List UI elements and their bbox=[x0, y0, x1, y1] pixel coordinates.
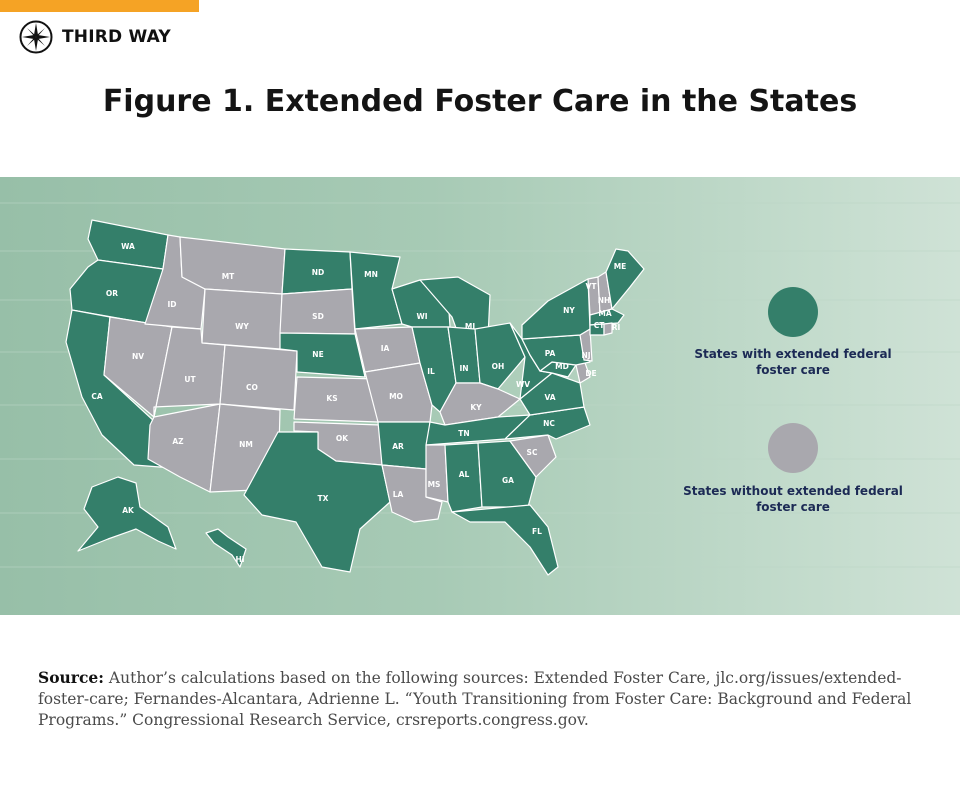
accent-bar bbox=[0, 0, 199, 12]
state-hi bbox=[205, 528, 247, 568]
state-label-sc: SC bbox=[527, 448, 538, 457]
state-label-id: ID bbox=[167, 300, 176, 309]
state-co bbox=[219, 344, 298, 411]
state-label-ms: MS bbox=[428, 480, 441, 489]
state-label-vt: VT bbox=[586, 282, 598, 291]
state-label-la: LA bbox=[393, 490, 404, 499]
state-label-de: DE bbox=[585, 369, 596, 378]
source-note: Source: Author’s calculations based on t… bbox=[38, 667, 928, 731]
source-label: Source: bbox=[38, 668, 104, 687]
state-sc bbox=[509, 434, 557, 478]
state-label-nd: ND bbox=[312, 268, 325, 277]
state-label-wy: WY bbox=[235, 322, 249, 331]
state-label-wv: WV bbox=[516, 380, 530, 389]
state-label-ks: KS bbox=[326, 394, 337, 403]
us-map: WA OR CA NV ID MT WY UT CO AZ NM ND SD NE KS OK TX MN IA MO… bbox=[0, 202, 960, 576]
state-label-ne: NE bbox=[312, 350, 323, 359]
state-label-il: IL bbox=[427, 367, 435, 376]
state-label-tn: TN bbox=[458, 429, 469, 438]
state-ar bbox=[377, 421, 431, 470]
state-label-co: CO bbox=[246, 383, 258, 392]
state-label-ak: AK bbox=[122, 506, 135, 515]
state-label-va: VA bbox=[544, 393, 555, 402]
state-label-mn: MN bbox=[364, 270, 378, 279]
legend-with-label: States with extended federal foster care bbox=[694, 347, 892, 377]
figure-title: Figure 1. Extended Foster Care in the St… bbox=[102, 84, 858, 119]
state-label-ga: GA bbox=[502, 476, 514, 485]
state-label-md: MD bbox=[555, 362, 569, 371]
state-label-nv: NV bbox=[132, 352, 144, 361]
state-wy bbox=[201, 288, 283, 350]
state-label-fl: FL bbox=[532, 527, 542, 536]
state-label-ia: IA bbox=[381, 344, 390, 353]
legend-without-label: States without extended federal foster c… bbox=[683, 484, 903, 514]
legend-without-swatch bbox=[768, 423, 818, 473]
state-label-or: OR bbox=[106, 289, 118, 298]
state-label-ut: UT bbox=[184, 375, 196, 384]
state-ms bbox=[425, 444, 449, 503]
state-label-ky: KY bbox=[470, 403, 482, 412]
state-label-mt: MT bbox=[222, 272, 235, 281]
state-label-ma: MA bbox=[598, 309, 611, 318]
state-label-hi: HI bbox=[235, 555, 244, 564]
state-label-wi: WI bbox=[416, 312, 427, 321]
state-label-wa: WA bbox=[121, 242, 135, 251]
state-label-nh: NH bbox=[598, 296, 611, 305]
state-mo bbox=[364, 362, 433, 423]
state-label-pa: PA bbox=[545, 349, 556, 358]
state-label-in: IN bbox=[459, 364, 468, 373]
state-ma bbox=[589, 308, 625, 326]
map-panel: WA OR CA NV ID MT WY UT CO AZ NM ND SD NE KS OK TX MN IA MO… bbox=[0, 177, 960, 615]
state-label-nj: NJ bbox=[581, 351, 590, 360]
logo-text: THIRD WAY bbox=[62, 27, 171, 47]
state-label-al: AL bbox=[459, 470, 470, 479]
state-label-ar: AR bbox=[392, 442, 404, 451]
state-label-ny: NY bbox=[563, 306, 575, 315]
legend-with-swatch bbox=[768, 287, 818, 337]
state-label-sd: SD bbox=[312, 312, 324, 321]
state-az bbox=[147, 403, 221, 493]
state-label-tx: TX bbox=[318, 494, 329, 503]
state-label-mo: MO bbox=[389, 392, 403, 401]
state-label-ok: OK bbox=[336, 434, 349, 443]
state-ne bbox=[279, 332, 366, 378]
state-oh bbox=[474, 322, 526, 390]
state-label-ri: RI bbox=[612, 323, 621, 332]
state-ny bbox=[521, 278, 591, 340]
state-ri bbox=[603, 322, 613, 336]
state-me bbox=[605, 248, 645, 310]
state-tx bbox=[243, 431, 391, 573]
state-label-ca: CA bbox=[91, 392, 103, 401]
state-label-ct: CT bbox=[594, 321, 606, 330]
source-text: Author’s calculations based on the follo… bbox=[38, 669, 912, 729]
state-ak bbox=[77, 476, 177, 552]
state-label-mi: MI bbox=[465, 322, 475, 331]
state-label-nm: NM bbox=[239, 440, 253, 449]
state-label-oh: OH bbox=[492, 362, 505, 371]
state-fl bbox=[451, 504, 559, 576]
state-al bbox=[444, 442, 483, 513]
logo[interactable]: THIRD WAY bbox=[19, 20, 171, 54]
state-label-me: ME bbox=[614, 262, 627, 271]
compass-rose-icon bbox=[19, 20, 53, 54]
state-label-az: AZ bbox=[172, 437, 184, 446]
state-label-nc: NC bbox=[543, 419, 555, 428]
